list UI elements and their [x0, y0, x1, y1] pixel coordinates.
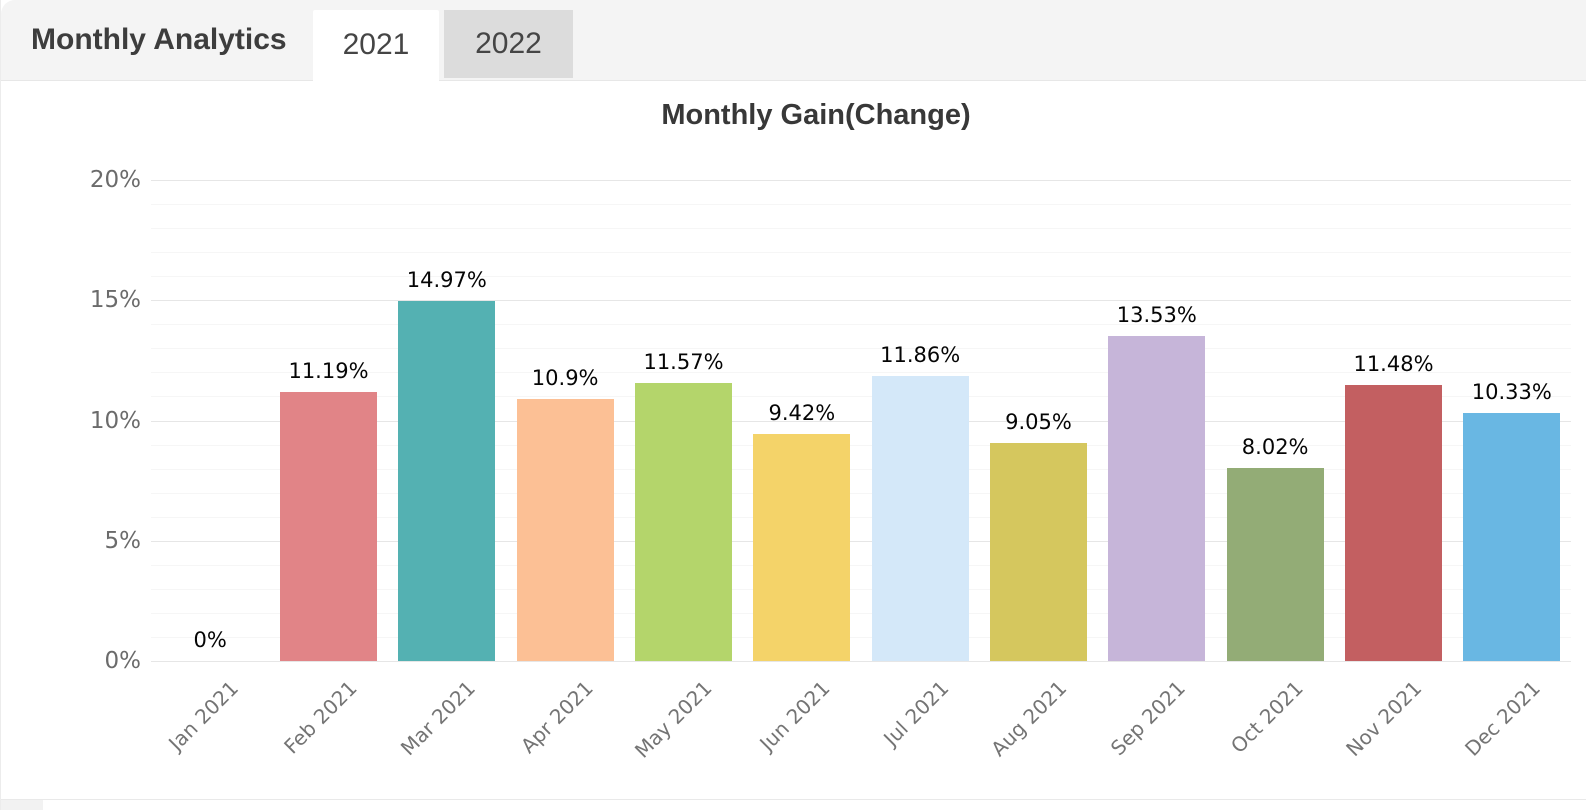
bar-value-label: 0% [193, 628, 227, 652]
tab-2021[interactable]: 2021 [313, 10, 439, 84]
gridline [151, 540, 1571, 542]
gridline [151, 420, 1571, 422]
bar-value-label: 9.05% [1005, 410, 1072, 435]
gridline [151, 300, 1571, 302]
gridline [151, 636, 1571, 638]
gridline [151, 564, 1571, 566]
x-axis-label: Apr 2021 [516, 676, 599, 758]
y-axis-tick-label: 15% [89, 287, 141, 314]
chart-title: Monthly Gain(Change) [661, 99, 971, 131]
tab-2022[interactable]: 2022 [444, 10, 573, 78]
bar-mar-2021[interactable] [398, 300, 496, 661]
x-axis-label: Jan 2021 [163, 676, 244, 756]
bar-nov-2021[interactable] [1345, 384, 1442, 661]
x-axis-label: Oct 2021 [1226, 676, 1309, 758]
gridline [151, 661, 1571, 662]
bar-value-label: 8.02% [1241, 435, 1309, 460]
bar-value-label: 11.86% [880, 342, 961, 367]
gridline [151, 588, 1571, 590]
x-axis-label: Nov 2021 [1341, 676, 1427, 762]
bar-jul-2021[interactable] [871, 375, 969, 661]
bar-value-label: 14.97% [406, 267, 487, 292]
bar-oct-2021[interactable] [1226, 468, 1324, 661]
y-axis-tick-label: 10% [89, 407, 141, 434]
bar-value-label: 11.19% [288, 358, 369, 383]
gridline [151, 612, 1571, 614]
gridline [151, 444, 1571, 446]
next-section-edge [1, 800, 43, 810]
gridline [151, 180, 1571, 181]
gridline [151, 516, 1571, 518]
x-axis-label: Feb 2021 [278, 676, 362, 759]
x-axis-label: Dec 2021 [1459, 676, 1545, 761]
y-axis-tick-label: 20% [89, 167, 141, 193]
bar-value-label: 9.42% [768, 401, 836, 426]
bar-may-2021[interactable] [635, 382, 732, 661]
gridline [151, 372, 1571, 374]
bar-jun-2021[interactable] [753, 434, 851, 661]
x-axis-label: Jul 2021 [878, 676, 954, 751]
bar-feb-2021[interactable] [280, 391, 377, 661]
x-axis-label: Aug 2021 [986, 676, 1072, 762]
gridline [151, 252, 1571, 254]
gridline [151, 228, 1571, 230]
bar-apr-2021[interactable] [516, 398, 614, 661]
header-bar: Monthly Analytics [1, 0, 1586, 81]
bottom-divider [1, 799, 1586, 800]
bar-value-label: 11.57% [643, 349, 724, 374]
gridline [151, 276, 1571, 278]
bar-value-label: 10.33% [1471, 379, 1552, 404]
bar-sep-2021[interactable] [1108, 335, 1206, 661]
x-axis-label: Sep 2021 [1105, 676, 1190, 761]
bar-value-label: 13.53% [1116, 302, 1197, 327]
gridline [151, 324, 1571, 326]
x-axis-label: Jun 2021 [755, 676, 835, 756]
bar-dec-2021[interactable] [1463, 412, 1561, 661]
gridline [151, 204, 1571, 206]
bar-value-label: 11.48% [1353, 351, 1434, 376]
y-axis-tick-label: 5% [104, 527, 142, 554]
panel-title: Monthly Analytics [31, 23, 287, 56]
x-axis-label: May 2021 [629, 676, 717, 763]
bar-value-label: 10.9% [531, 365, 599, 390]
y-axis-tick-label: 0% [104, 648, 142, 674]
gridline [151, 396, 1571, 398]
x-axis-label: Mar 2021 [395, 676, 480, 761]
gridline [151, 492, 1571, 494]
gridline [151, 348, 1571, 350]
bar-aug-2021[interactable] [990, 443, 1087, 661]
gridline [151, 468, 1571, 470]
